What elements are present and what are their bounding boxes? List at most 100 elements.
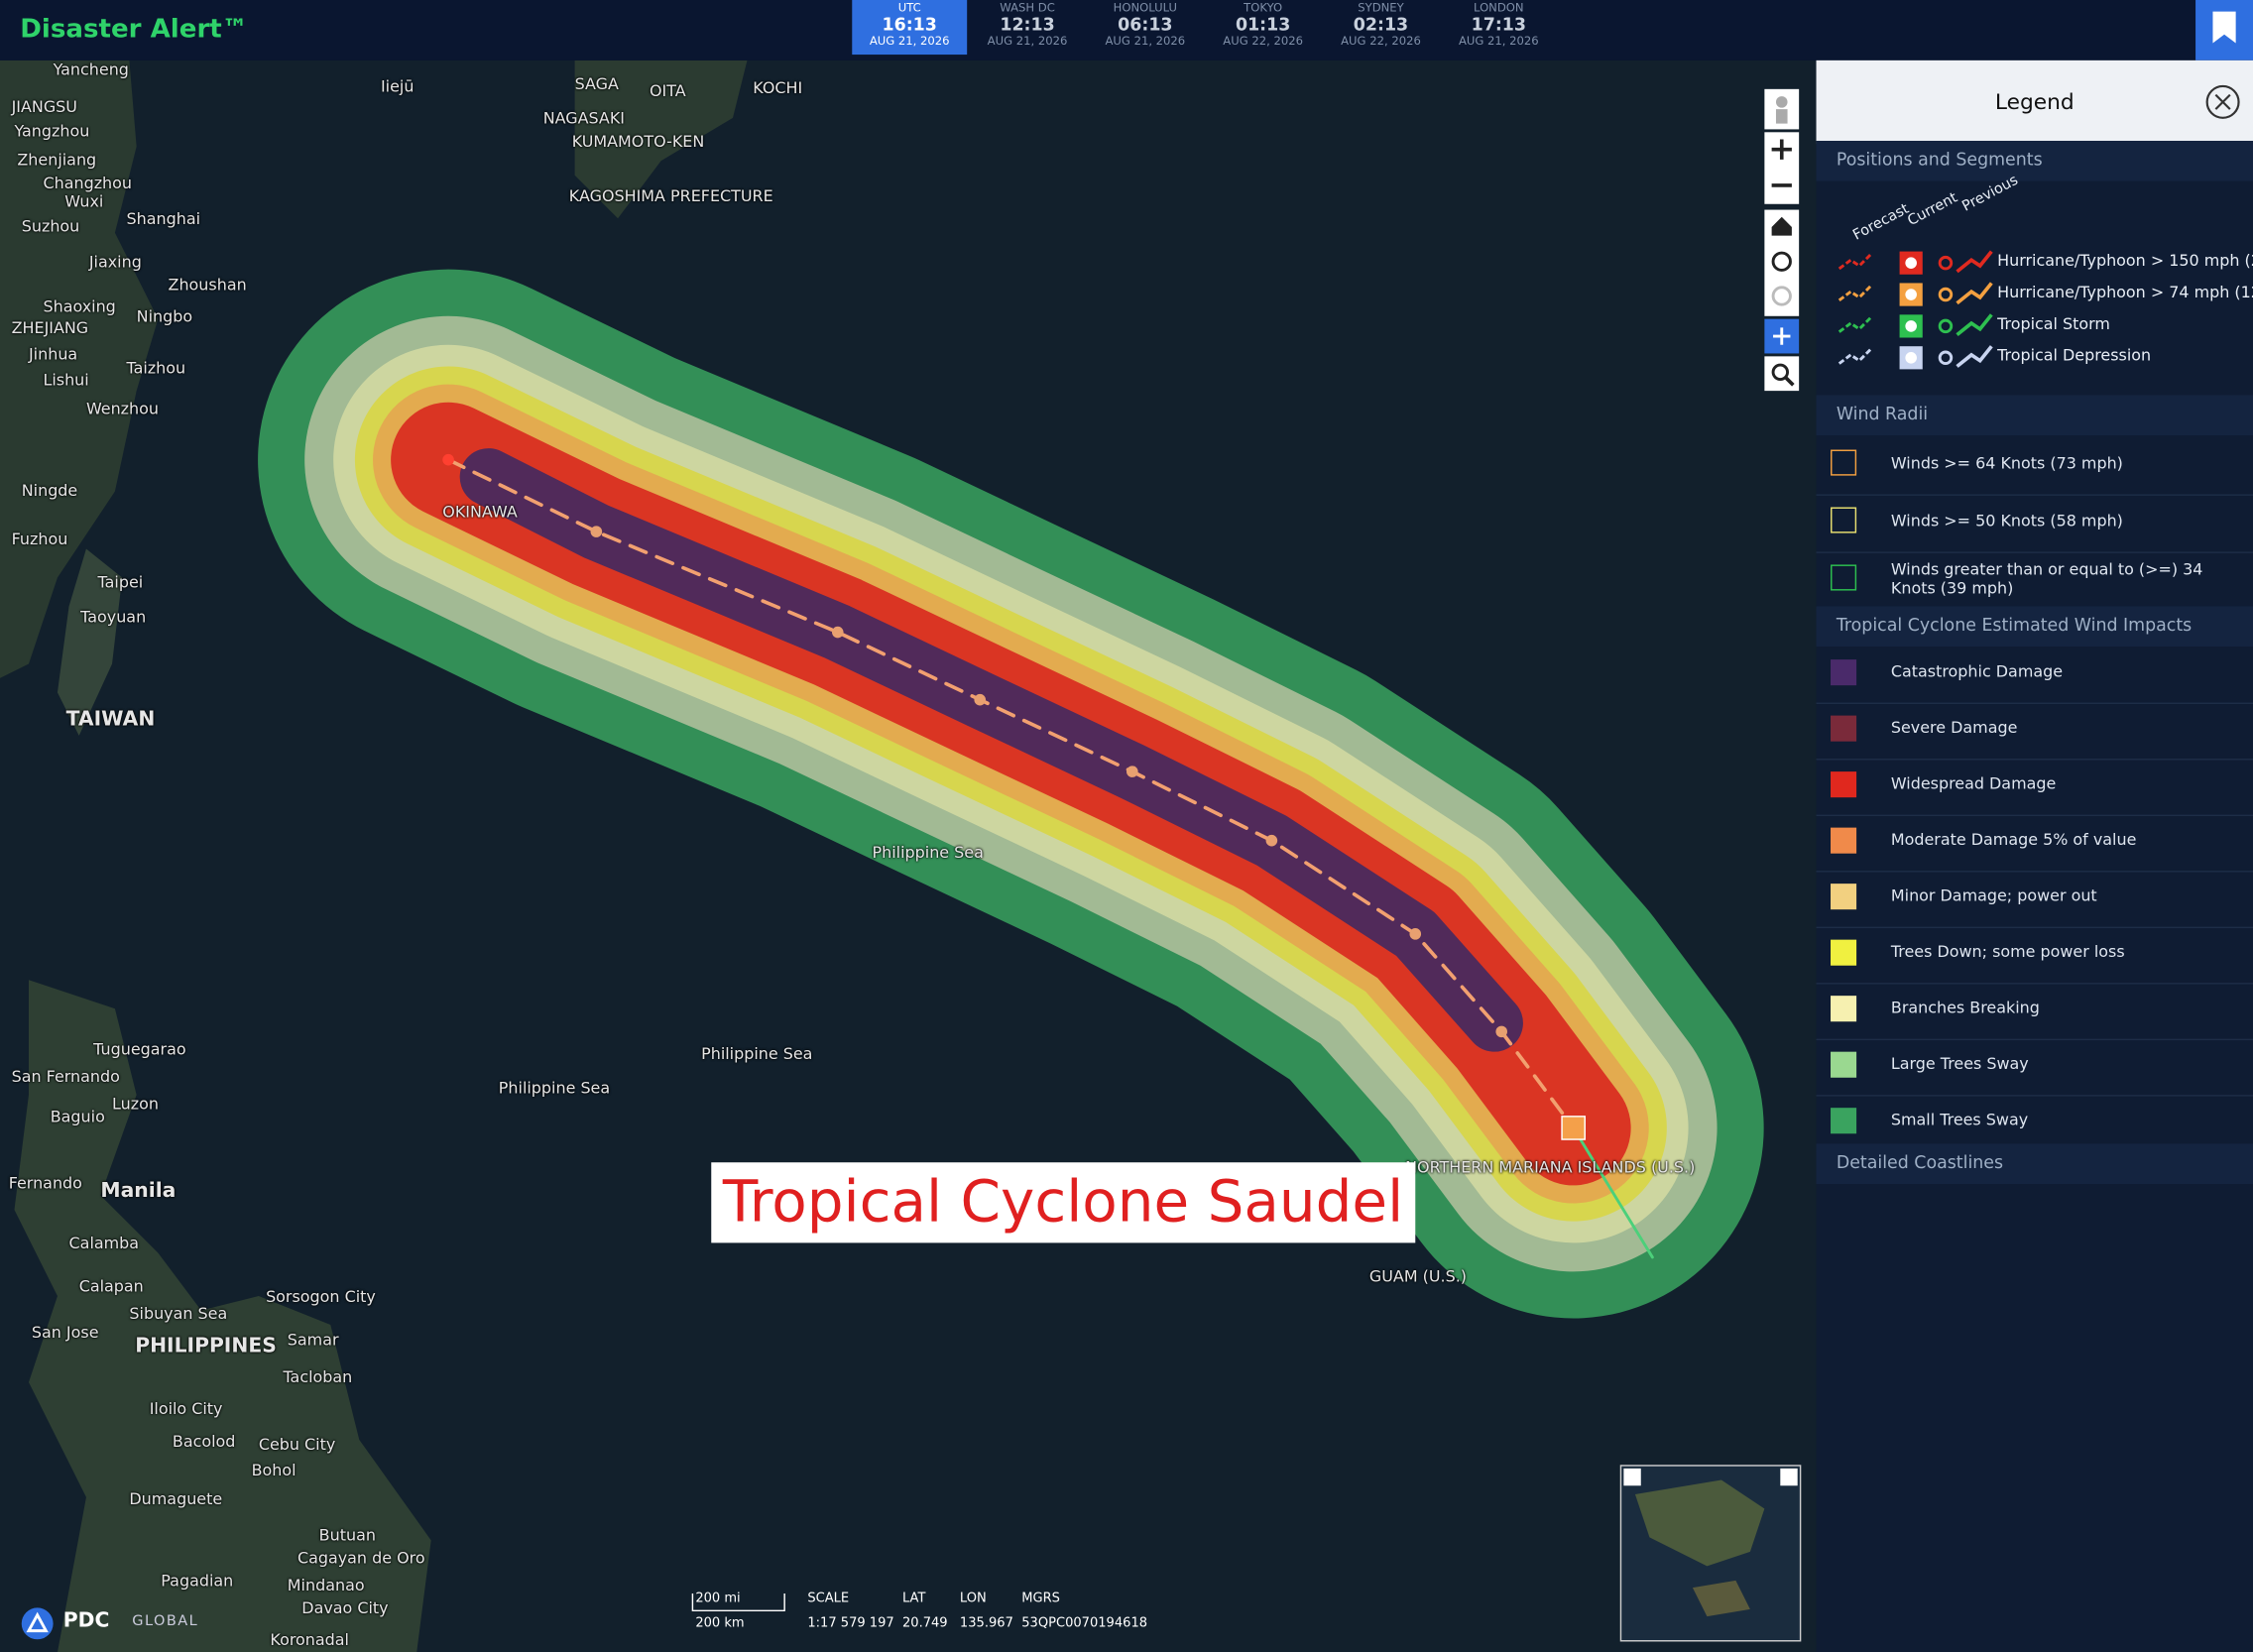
- map-label: Ningde: [21, 481, 78, 501]
- map-label: Bacolod: [172, 1432, 236, 1452]
- legend-item: Large Trees Sway: [1890, 1054, 2029, 1074]
- map-label: Koronadal: [270, 1630, 349, 1650]
- legend-title: Legend: [1994, 88, 2075, 115]
- map-label: Iloilo City: [149, 1399, 223, 1419]
- readout-header: MGRS: [1021, 1592, 1060, 1606]
- map-label: OITA: [649, 81, 686, 101]
- legend-item: Widespread Damage: [1890, 774, 2057, 793]
- swatch: [1831, 939, 1857, 966]
- close-button[interactable]: [2204, 83, 2242, 121]
- map-label: Lishui: [43, 370, 89, 390]
- readout-header: SCALE: [807, 1592, 850, 1606]
- legend-section-header[interactable]: Positions and Segments: [1816, 141, 2253, 181]
- map-label: Philippine Sea: [872, 843, 984, 863]
- clock-zone: HONOLULU: [1113, 1, 1178, 15]
- map-label: Baguio: [50, 1108, 105, 1127]
- legend-row: Winds >= 64 Knots (73 mph): [1816, 436, 2253, 496]
- legend-item: Tropical Depression: [1997, 346, 2152, 366]
- map-label: KOCHI: [753, 78, 803, 98]
- map-label: Calamba: [68, 1234, 140, 1253]
- legend-row: Widespread Damage: [1816, 759, 2253, 817]
- map-label: Jiaxing: [88, 253, 142, 272]
- clock[interactable]: LONDON 17:13 AUG 21, 2026: [1441, 0, 1556, 55]
- map-label: Jinhua: [28, 344, 78, 364]
- legend-row: Winds greater than or equal to (>=) 34 K…: [1816, 551, 2253, 611]
- section-title: Detailed Coastlines: [1836, 1152, 2004, 1173]
- readout-value: 53QPC0070194618: [1021, 1616, 1148, 1631]
- map-label: Changzhou: [43, 174, 133, 193]
- clock[interactable]: SYDNEY 02:13 AUG 22, 2026: [1324, 0, 1439, 55]
- readout-value: 1:17 579 197: [807, 1616, 894, 1631]
- clock-zone: TOKYO: [1244, 1, 1283, 15]
- brand: PDC: [62, 1608, 110, 1633]
- clock-date: AUG 21, 2026: [987, 34, 1068, 48]
- map-label: Bohol: [251, 1461, 296, 1480]
- legend-item: Branches Breaking: [1890, 999, 2040, 1017]
- swatch: [1831, 996, 1857, 1022]
- map-label: Davao City: [301, 1598, 389, 1618]
- brand-sub: GLOBAL: [132, 1613, 199, 1630]
- clock-time: 16:13: [882, 14, 937, 35]
- clock[interactable]: UTC 16:13 AUG 21, 2026: [852, 0, 968, 56]
- map-label: Luzon: [112, 1095, 159, 1114]
- legend-item: Winds >= 64 Knots (73 mph): [1890, 453, 2123, 473]
- legend-item: Severe Damage: [1890, 718, 2018, 738]
- readout-value: 135.967: [959, 1616, 1013, 1631]
- map-label: Iiejū: [380, 77, 415, 97]
- clock-time: 02:13: [1353, 14, 1409, 35]
- track-symbols: [1838, 250, 1993, 275]
- map-label: Fuzhou: [11, 530, 68, 549]
- legend-item: Minor Damage; power out: [1890, 886, 2097, 905]
- clock-time: 12:13: [1000, 14, 1055, 35]
- map-label: KAGOSHIMA PREFECTURE: [568, 186, 773, 206]
- map-label: PHILIPPINES: [135, 1335, 277, 1358]
- map-label: Wuxi: [64, 192, 104, 212]
- legend-row: Severe Damage: [1816, 703, 2253, 761]
- swatch: [1831, 884, 1857, 910]
- map-label: Taizhou: [126, 359, 186, 379]
- legend-section-header[interactable]: Wind Radii: [1816, 395, 2253, 436]
- map[interactable]: Yancheng JIANGSU Yangzhou Zhenjiang Changzho…: [0, 59, 1817, 1652]
- legend-item: Moderate Damage 5% of value: [1890, 830, 2137, 850]
- clock-date: AUG 22, 2026: [1341, 34, 1421, 48]
- map-label: Yangzhou: [14, 122, 90, 142]
- clock-zone: SYDNEY: [1358, 1, 1404, 15]
- swatch: [1831, 827, 1857, 854]
- swatch: [1831, 507, 1857, 533]
- clock-date: AUG 21, 2026: [1105, 34, 1186, 48]
- clock[interactable]: HONOLULU 06:13 AUG 21, 2026: [1088, 0, 1203, 55]
- map-label: Taipei: [97, 573, 144, 592]
- map-label: ZHEJIANG: [11, 318, 89, 338]
- map-label: San Fernando: [11, 1067, 120, 1087]
- track-symbols: [1838, 282, 1993, 306]
- legend-section-header[interactable]: Tropical Cyclone Estimated Wind Impacts: [1816, 606, 2253, 648]
- legend-item: Hurricane/Typhoon > 74 mph (120: [1997, 283, 2253, 302]
- legend-item: Tropical Storm: [1997, 314, 2110, 334]
- legend-row: Large Trees Sway: [1816, 1039, 2253, 1097]
- track-symbols: [1838, 345, 1993, 370]
- legend-panel: Legend Positions and Segments Forecast Cur…: [1816, 59, 2253, 1652]
- clock[interactable]: WASH DC 12:13 AUG 21, 2026: [970, 0, 1085, 55]
- readout-header: LAT: [901, 1592, 926, 1606]
- clock[interactable]: TOKYO 01:13 AUG 22, 2026: [1206, 0, 1321, 55]
- map-graphics: [0, 59, 1802, 1652]
- map-label: OKINAWA: [442, 503, 518, 522]
- bookmark-button[interactable]: [2195, 0, 2253, 60]
- legend-section-header[interactable]: Detailed Coastlines: [1816, 1143, 2253, 1184]
- clock-date: AUG 21, 2026: [1458, 34, 1539, 48]
- map-label: Yancheng: [53, 59, 129, 79]
- app-title: Disaster Alert™: [20, 14, 248, 45]
- swatch: [1831, 771, 1857, 798]
- clock-zone: WASH DC: [1000, 1, 1055, 15]
- readout-header: LON: [959, 1592, 987, 1606]
- map-label: SAGA: [574, 74, 619, 94]
- clock-date: AUG 21, 2026: [869, 34, 950, 48]
- map-label: Shanghai: [126, 209, 201, 229]
- swatch: [1831, 1108, 1857, 1134]
- section-title: Wind Radii: [1836, 404, 1929, 424]
- map-label: NORTHERN MARIANA ISLANDS (U.S.): [1405, 1157, 1696, 1177]
- legend-item: Trees Down; some power loss: [1890, 942, 2125, 962]
- map-label: TAIWAN: [65, 708, 156, 732]
- legend-item: Hurricane/Typhoon > 150 mph (24: [1997, 251, 2253, 271]
- map-label: Philippine Sea: [498, 1079, 611, 1099]
